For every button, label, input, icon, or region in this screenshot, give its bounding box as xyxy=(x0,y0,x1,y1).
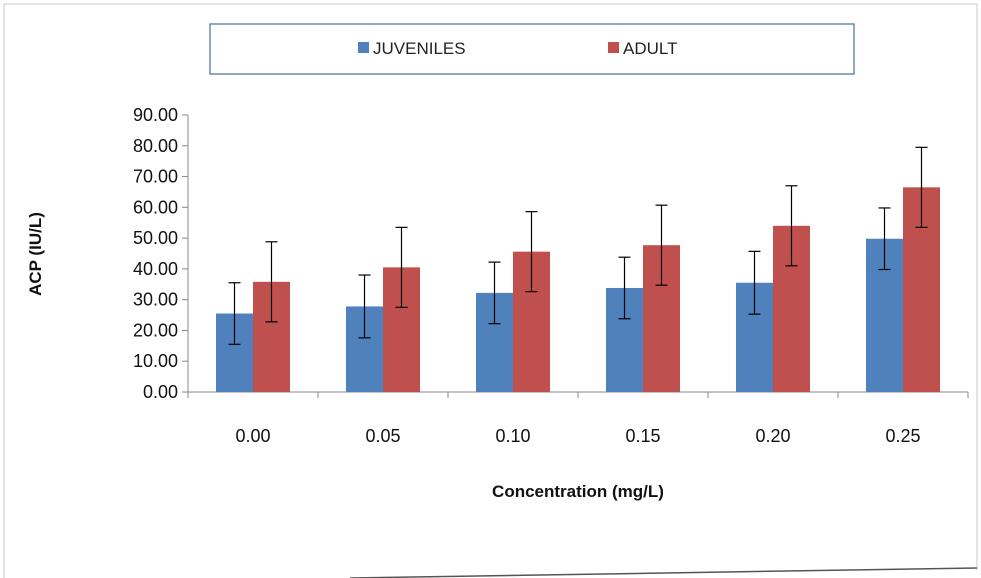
error-bar-adult-0.00 xyxy=(265,241,278,323)
error-bar-juveniles-0.00 xyxy=(228,282,241,345)
y-tick-label: 60.00 xyxy=(133,197,178,217)
y-tick-label: 0.00 xyxy=(143,382,178,402)
x-tick-label: 0.05 xyxy=(365,426,400,446)
error-bar-adult-0.05 xyxy=(395,226,408,308)
error-bar-juveniles-0.20 xyxy=(748,250,761,315)
error-bar-juveniles-0.25 xyxy=(878,207,891,271)
error-bars xyxy=(228,146,928,345)
y-tick-label: 20.00 xyxy=(133,320,178,340)
y-tick-label: 90.00 xyxy=(133,105,178,125)
y-axis-label: ACP (IU/L) xyxy=(26,212,45,296)
x-axis-label: Concentration (mg/L) xyxy=(492,482,664,501)
y-tick-label: 70.00 xyxy=(133,167,178,187)
error-bar-juveniles-0.10 xyxy=(488,261,501,325)
legend-box xyxy=(209,23,855,75)
y-tick-label: 80.00 xyxy=(133,136,178,156)
legend-swatch-adult xyxy=(608,42,619,53)
bars xyxy=(216,187,940,392)
x-tick-label: 0.25 xyxy=(885,426,920,446)
error-bar-adult-0.10 xyxy=(525,211,538,293)
y-tick-label: 30.00 xyxy=(133,290,178,310)
axes: 0.00 10.00 20.00 30.00 40.00 50.00 60.00 70.00 8… xyxy=(133,105,969,446)
x-tick-label: 0.15 xyxy=(625,426,660,446)
y-tick-label: 50.00 xyxy=(133,228,178,248)
error-bar-juveniles-0.05 xyxy=(358,274,371,339)
error-bar-adult-0.20 xyxy=(785,185,798,267)
x-tick-label: 0.10 xyxy=(495,426,530,446)
x-tick-label: 0.00 xyxy=(235,426,270,446)
y-tick-label: 10.00 xyxy=(133,351,178,371)
error-bar-adult-0.15 xyxy=(655,204,668,286)
legend-swatch-juveniles xyxy=(358,42,369,53)
x-tick-label: 0.20 xyxy=(755,426,790,446)
legend-label-juveniles: JUVENILES xyxy=(373,39,466,58)
error-bar-adult-0.25 xyxy=(915,146,928,228)
legend: JUVENILES ADULT xyxy=(209,23,855,75)
legend-label-adult: ADULT xyxy=(623,39,677,58)
error-bar-juveniles-0.15 xyxy=(618,256,631,320)
chart-frame xyxy=(3,3,978,578)
y-tick-label: 40.00 xyxy=(133,259,178,279)
